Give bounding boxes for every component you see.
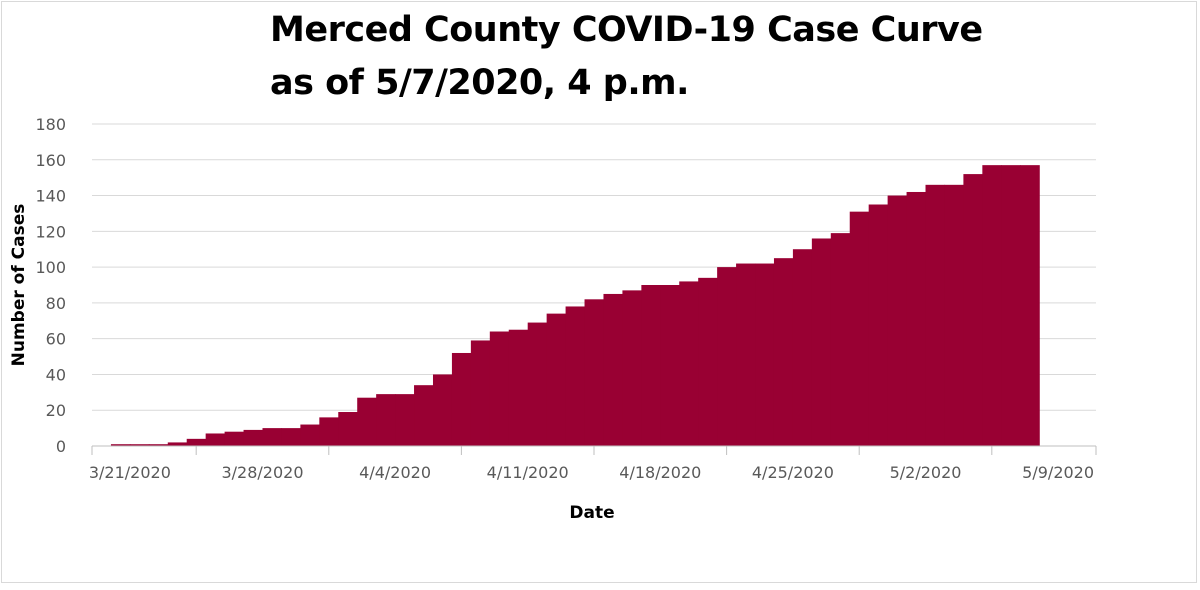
case-step-bar <box>1020 165 1040 446</box>
case-step-bar <box>565 306 586 446</box>
case-step-bar <box>262 428 283 446</box>
x-axis-ticks: 3/21/2020 3/28/2020 4/4/2020 4/11/2020 4/18/… <box>89 463 1094 482</box>
x-tick-label: 3/21/2020 <box>89 463 171 482</box>
case-step-bar <box>281 428 301 446</box>
case-step-bar <box>167 442 188 446</box>
case-step-bar <box>395 394 415 446</box>
case-step-bar <box>489 331 510 446</box>
case-step-bar <box>982 165 1002 446</box>
y-tick-label: 160 <box>35 151 66 170</box>
case-step-bar <box>148 444 169 446</box>
x-axis-title: Date <box>569 503 614 523</box>
case-step-bar <box>849 211 870 446</box>
case-step-bar <box>470 340 491 446</box>
case-step-bar <box>110 444 131 446</box>
case-step-bar <box>792 249 813 446</box>
case-area <box>110 165 1040 447</box>
case-step-bar <box>679 281 699 446</box>
x-tick-label: 5/9/2020 <box>1022 463 1094 482</box>
case-step-bar <box>319 417 339 446</box>
y-tick-label: 20 <box>46 401 66 420</box>
case-step-bar <box>451 352 472 446</box>
case-step-bar <box>508 329 529 446</box>
case-step-bar <box>224 431 245 446</box>
case-step-bar <box>414 385 434 446</box>
case-step-bar <box>963 174 983 447</box>
case-step-bar <box>338 412 358 446</box>
case-step-bar <box>186 438 207 446</box>
case-step-bar <box>925 184 946 447</box>
x-tick-label: 4/11/2020 <box>487 463 569 482</box>
y-tick-label: 0 <box>56 437 66 456</box>
case-step-bar <box>660 285 680 446</box>
case-step-bar <box>906 191 927 446</box>
case-step-bar <box>622 290 642 446</box>
x-tick-label: 3/28/2020 <box>221 463 303 482</box>
case-step-bar <box>129 444 150 446</box>
case-step-bar <box>830 233 851 446</box>
y-tick-label: 120 <box>35 222 66 241</box>
y-tick-label: 60 <box>46 330 66 349</box>
x-tick-label: 4/18/2020 <box>619 463 701 482</box>
case-step-bar <box>357 397 377 446</box>
case-step-bar <box>773 258 794 446</box>
case-step-bar <box>887 195 908 446</box>
case-step-bar <box>811 238 832 446</box>
case-step-bar <box>603 293 624 446</box>
case-step-bar <box>698 277 718 446</box>
case-step-bar <box>376 394 396 446</box>
x-tick-label: 4/4/2020 <box>359 463 431 482</box>
chart-title: Merced County COVID-19 Case Curve as of … <box>270 4 983 110</box>
case-step-bar <box>868 204 889 446</box>
case-step-bar <box>205 433 226 446</box>
case-step-bar <box>944 184 964 447</box>
case-step-bar <box>641 285 661 446</box>
y-axis-title: Number of Cases <box>9 204 29 367</box>
x-tick-label: 5/2/2020 <box>890 463 962 482</box>
case-step-bar <box>546 313 567 446</box>
x-tick-label: 4/25/2020 <box>752 463 834 482</box>
y-tick-label: 180 <box>35 115 66 134</box>
case-step-bar <box>432 374 453 446</box>
case-step-bar <box>243 429 264 446</box>
case-step-bar <box>755 263 775 446</box>
chart-title-line-2: as of 5/7/2020, 4 p.m. <box>270 63 689 103</box>
y-tick-label: 100 <box>35 258 66 277</box>
chart-title-line-1: Merced County COVID-19 Case Curve <box>270 10 983 50</box>
y-axis-ticks: 0 20 40 60 80 100 120 140 160 180 <box>35 115 66 456</box>
x-axis <box>91 445 1097 455</box>
case-step-bar <box>527 322 548 446</box>
y-tick-label: 140 <box>35 187 66 206</box>
case-step-bar <box>717 267 737 446</box>
case-step-bar <box>584 299 605 446</box>
case-step-bar <box>300 424 320 446</box>
case-step-bar <box>1001 165 1021 446</box>
y-tick-label: 40 <box>46 365 66 384</box>
y-tick-label: 80 <box>46 294 66 313</box>
case-step-bar <box>736 263 756 446</box>
